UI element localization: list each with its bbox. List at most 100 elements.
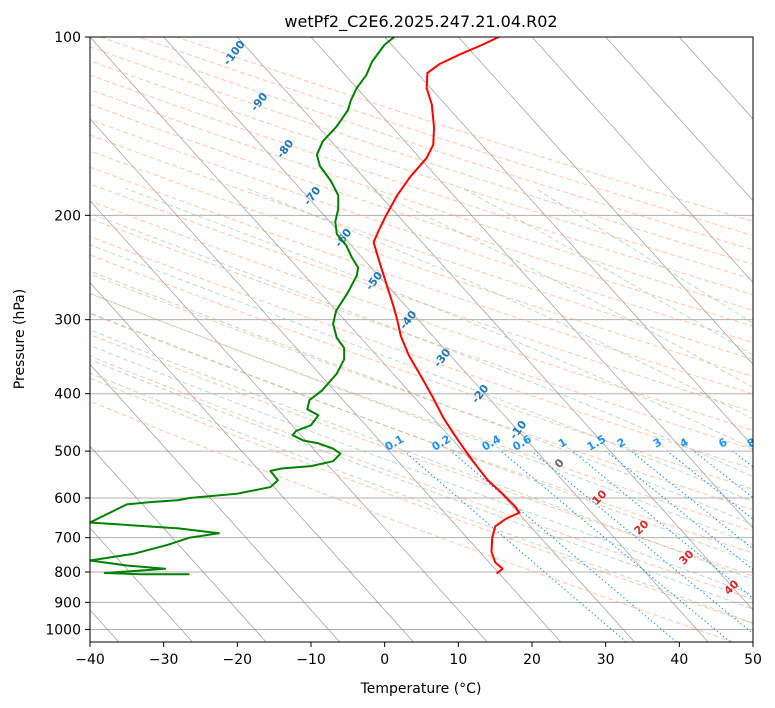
x-tick-label: 10 bbox=[449, 652, 467, 668]
y-axis-ticks: 1000 900 800 700 600 500 400 300 200 100 bbox=[45, 30, 90, 638]
dry-adiabat-label: -20 bbox=[469, 382, 492, 406]
dry-adiabat-label: -100 bbox=[221, 38, 248, 68]
moist-adiabat-line bbox=[90, 372, 753, 624]
x-tick-label: −40 bbox=[75, 652, 105, 668]
x-tick-label: −20 bbox=[223, 652, 253, 668]
mixing-ratio-line bbox=[666, 450, 753, 520]
dry-adiabat-label: -80 bbox=[274, 137, 297, 161]
dry-adiabat-line bbox=[90, 103, 753, 327]
mixing-ratio-line bbox=[732, 450, 753, 468]
isotherm-line bbox=[679, 37, 753, 120]
isotherm-line bbox=[90, 527, 193, 642]
mixing-ratio-label: 0.2 bbox=[430, 433, 453, 454]
y-tick-label: 600 bbox=[54, 491, 81, 507]
dry-adiabat-line bbox=[90, 273, 753, 511]
x-tick-label: 20 bbox=[523, 652, 541, 668]
moist-adiabat-line bbox=[367, 187, 753, 388]
chart-title: wetPf2_C2E6.2025.247.21.04.R02 bbox=[284, 12, 557, 32]
isotherm-line bbox=[90, 118, 562, 642]
dry-adiabat-line bbox=[90, 377, 753, 625]
x-tick-label: 30 bbox=[597, 652, 615, 668]
isotherm-line bbox=[90, 200, 488, 642]
isotherm-line bbox=[531, 37, 753, 284]
isotherm-line bbox=[237, 37, 753, 611]
mixing-ratio-label: 6 bbox=[716, 435, 729, 450]
profile-series bbox=[90, 37, 521, 576]
mixing-ratio-label: 2 bbox=[615, 436, 628, 451]
mixing-ratio-line bbox=[761, 451, 775, 642]
isotherm-line bbox=[90, 281, 414, 642]
x-axis-label: Temperature (°C) bbox=[360, 681, 482, 697]
dry-adiabat-line bbox=[90, 74, 753, 296]
isotherm-line bbox=[458, 37, 753, 366]
mixing-ratio-label: 0.1 bbox=[383, 433, 406, 454]
dry-adiabat-line bbox=[90, 46, 753, 265]
moist-adiabat-line bbox=[462, 187, 753, 356]
moist-adiabat-line bbox=[90, 212, 753, 478]
y-axis-label: Pressure (hPa) bbox=[12, 289, 28, 389]
dry-adiabat-line bbox=[90, 217, 753, 451]
y-tick-label: 800 bbox=[54, 565, 81, 581]
isotherm-line bbox=[605, 37, 753, 202]
dry-adiabat-line bbox=[90, 200, 753, 432]
moist-adiabat-line bbox=[125, 187, 753, 450]
mixing-ratio-label: 3 bbox=[651, 436, 664, 451]
y-tick-label: 900 bbox=[54, 595, 81, 611]
dry-adiabat-line bbox=[90, 235, 753, 470]
isotherm-line bbox=[90, 363, 341, 642]
moist-adiabat-line bbox=[90, 344, 753, 596]
moist-adiabat-line bbox=[246, 187, 753, 420]
mixing-ratio-line bbox=[403, 450, 627, 642]
moist-adiabats bbox=[90, 187, 753, 624]
dry-adiabat-label: -40 bbox=[397, 308, 420, 332]
isotherm-line bbox=[384, 37, 753, 447]
dry-adiabat-line bbox=[90, 150, 753, 377]
moist-adiabat-label: 0 bbox=[552, 456, 567, 471]
dry-adiabat-line bbox=[90, 355, 753, 600]
isotherm-line bbox=[310, 37, 753, 529]
moist-adiabat-label: 20 bbox=[632, 517, 652, 537]
y-tick-label: 1000 bbox=[45, 622, 81, 638]
isotherm-line bbox=[90, 445, 267, 642]
mixing-ratio-line bbox=[693, 450, 753, 499]
moist-adiabat-line bbox=[90, 312, 753, 564]
mixing-ratio-label: 0.4 bbox=[480, 432, 504, 453]
moist-adiabat-line bbox=[90, 329, 753, 580]
y-tick-label: 300 bbox=[54, 313, 81, 329]
moist-adiabat-label: 30 bbox=[677, 547, 697, 567]
mixing-ratio-line bbox=[605, 450, 753, 571]
isotherm-grid bbox=[90, 37, 753, 642]
dry-adiabat-line bbox=[90, 293, 753, 532]
mixing-ratio-label: 8 bbox=[745, 436, 758, 451]
mixing-ratio-lines bbox=[403, 450, 775, 642]
x-axis-ticks: −40 −30 −20 −10 0 10 20 30 40 50 bbox=[75, 642, 762, 668]
x-tick-label: 50 bbox=[744, 652, 762, 668]
y-tick-label: 500 bbox=[54, 444, 81, 460]
moist-adiabat-line bbox=[90, 292, 753, 546]
mixing-ratio-line bbox=[531, 450, 753, 635]
isotherm-line bbox=[752, 37, 753, 38]
y-tick-label: 100 bbox=[54, 30, 81, 46]
dry-adiabat-line bbox=[90, 119, 753, 344]
x-tick-label: 0 bbox=[380, 652, 389, 668]
dry-adiabat-line bbox=[90, 89, 753, 311]
dry-adiabat-label: -30 bbox=[431, 346, 454, 370]
mixing-ratio-line bbox=[630, 450, 753, 550]
temperature-profile-line bbox=[372, 37, 521, 575]
mixing-ratio-line bbox=[572, 450, 753, 599]
y-tick-label: 200 bbox=[54, 208, 81, 224]
mixing-ratio-line bbox=[500, 450, 731, 642]
dry-adiabat-line bbox=[100, 37, 753, 251]
y-tick-label: 700 bbox=[54, 531, 81, 547]
dry-adiabat-line bbox=[90, 60, 753, 280]
dry-adiabat-line bbox=[90, 333, 753, 577]
x-tick-label: −10 bbox=[296, 652, 326, 668]
moist-adiabat-label: 10 bbox=[590, 487, 610, 507]
mixing-ratio-label: 1.5 bbox=[585, 433, 608, 454]
mixing-ratio-label: 10 bbox=[764, 433, 775, 452]
plot-frame bbox=[89, 36, 754, 643]
y-tick-label: 400 bbox=[54, 387, 81, 403]
dry-adiabat-label: -70 bbox=[301, 184, 324, 208]
dry-adiabat-line bbox=[90, 166, 753, 395]
